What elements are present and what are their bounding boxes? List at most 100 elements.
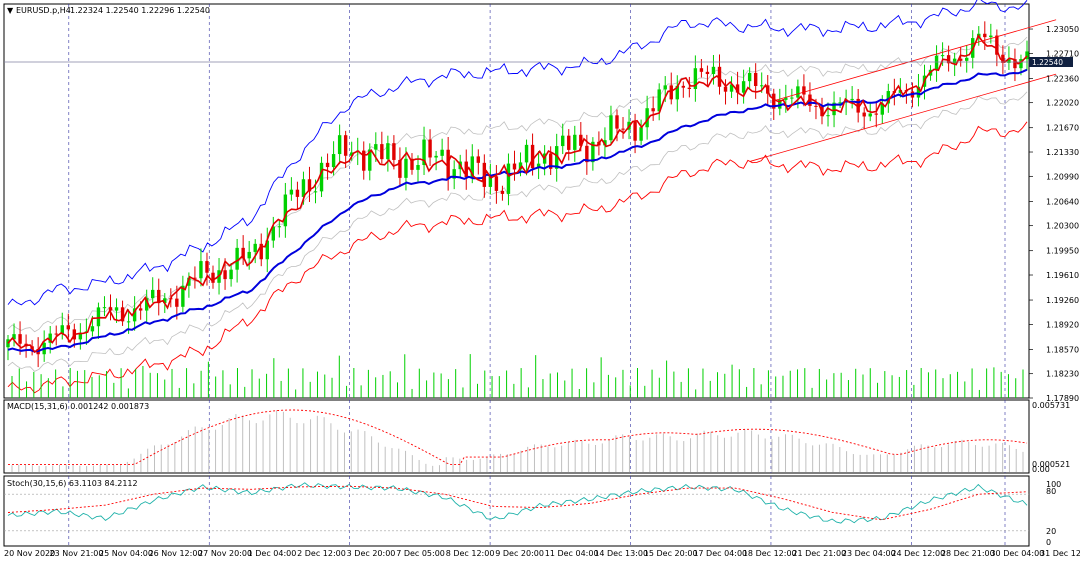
candle-body [54,333,58,335]
time-tick-label: 11 Dec 04:00 [545,549,599,558]
candle-body [193,277,197,279]
candle-body [880,103,884,115]
stoch-plot [4,482,1029,532]
candle-body [440,149,444,156]
candle-body [223,270,227,280]
candle-body [331,154,336,168]
candle-body [319,162,324,192]
time-tick-label: 14 Dec 13:00 [594,549,648,558]
current-price-tag [1029,57,1073,67]
candle-body [229,269,233,280]
candle-body [337,135,342,155]
candle-body [488,176,493,187]
lower-band-line [7,121,1028,394]
price-tick-label: 1.20990 [1046,172,1079,181]
candle-body [476,156,481,163]
candle-body [205,261,209,273]
current-price-value: 1.22540 [1032,58,1063,67]
price-tick-label: 1.19610 [1046,271,1079,280]
candle-body [681,85,686,88]
candle-body [753,72,758,86]
candle-body [392,143,396,160]
candle-body [645,108,649,128]
candle-body [675,85,679,100]
candle-body [102,307,107,309]
candle-body [663,85,667,90]
candle-body [144,298,149,311]
candle-body [398,159,402,178]
macd-pane[interactable] [3,399,1030,474]
stoch-pane[interactable] [3,475,1030,547]
candle-body [349,152,354,156]
candle-body [313,191,318,193]
time-tick-label: 27 Nov 20:00 [198,549,252,558]
candle-body [639,127,643,141]
candle-body [615,115,619,129]
candle-body [271,226,276,241]
inner-upper-line [7,36,1028,333]
candle-body [838,102,842,104]
candle-body [132,308,137,322]
candle-body [368,149,372,171]
time-tick-label: 15 Dec 20:00 [644,549,698,558]
candle-body [277,226,282,228]
candle-body [428,139,432,158]
candle-body [283,194,288,227]
candle-body [723,86,728,92]
candle-body [126,321,131,323]
time-tick-label: 20 Nov 2020 [4,549,55,558]
time-tick-label: 18 Dec 12:00 [743,549,797,558]
candle-body [567,135,571,150]
price-axis: 1.23050 1.22710 1.22360 1.22020 1.21670 1.213… [1029,25,1079,403]
candle-body [1013,59,1017,69]
candle-body [90,326,95,332]
macd-plot [8,409,1028,472]
candle-body [151,289,155,299]
candle-body [995,35,999,55]
candle-body [573,134,577,150]
candle-body [60,325,64,334]
candle-body [416,165,420,170]
candle-body [826,115,830,117]
candle-body [295,189,300,197]
candle-body [175,298,179,307]
fast-ma-line [7,34,1028,354]
ohlc-values: 1.22324 1.22540 1.22296 1.22540 [70,6,210,15]
envelope-bands [7,0,1028,394]
main-pane[interactable] [3,3,1030,399]
candle-body [536,163,541,169]
candle-body [325,162,330,168]
candle-body [983,33,987,38]
candle-body [518,162,523,170]
candle-body [1025,51,1029,60]
candle-body [259,243,263,260]
time-tick-label: 23 Dec 04:00 [842,549,896,558]
candle-body [735,84,740,93]
dropdown-arrow-icon[interactable]: ▼ [7,6,14,15]
volume-bars [11,354,1024,398]
candle-body [802,86,806,95]
time-tick-label: 28 Dec 21:00 [941,549,995,558]
price-tick-label: 1.20640 [1046,197,1079,206]
time-tick-label: 7 Dec 05:00 [396,549,445,558]
candle-body [603,140,607,146]
candle-body [253,243,257,252]
candle-body [157,289,161,304]
candle-body [108,307,113,311]
time-tick-label: 30 Dec 04:00 [990,549,1044,558]
candle-body [657,89,661,112]
channel-upper-line [774,19,1057,101]
candle-body [199,261,203,279]
candle-body [404,158,408,178]
candle-body [386,143,390,160]
candle-body [66,325,70,330]
candle-body [48,333,52,343]
candle-body [494,176,499,191]
time-tick-label: 1 Dec 04:00 [248,549,297,558]
stoch-tick-80: 80 [1046,487,1056,496]
candle-body [524,144,529,163]
candle-body [464,161,468,178]
candle-body [18,334,22,344]
